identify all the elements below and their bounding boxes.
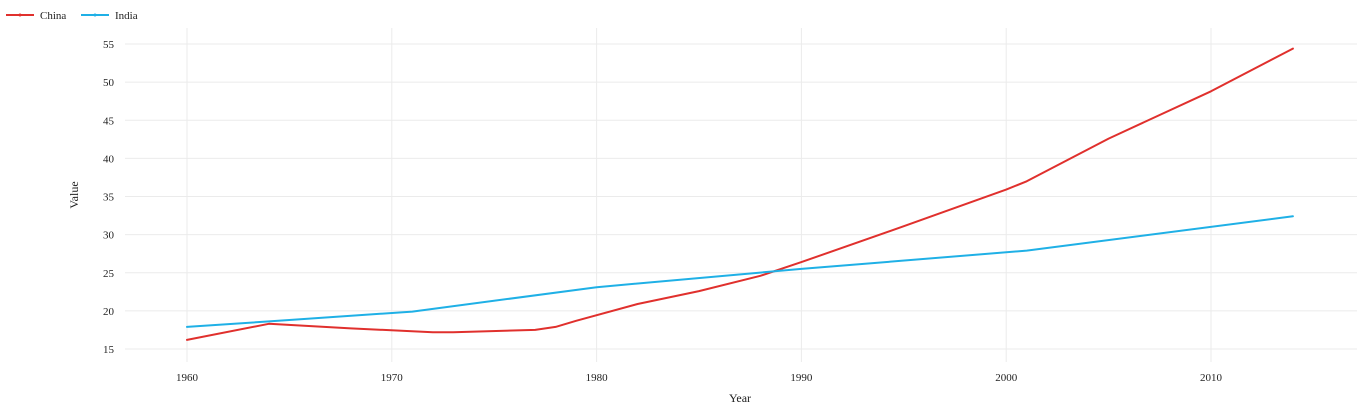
legend: China India [6, 10, 138, 22]
legend-item-india[interactable]: India [81, 10, 138, 22]
y-tick-label: 50 [103, 77, 115, 89]
y-tick-label: 30 [103, 230, 115, 242]
legend-item-china[interactable]: China [6, 10, 66, 22]
y-tick-label: 20 [103, 306, 115, 318]
legend-label: China [40, 10, 66, 22]
legend-marker [18, 13, 22, 17]
x-tick-label: 1980 [586, 372, 609, 384]
x-axis-tick-labels: 1960 1970 1980 1990 2000 2010 [176, 372, 1223, 384]
x-tick-label: 1960 [176, 372, 199, 384]
y-tick-label: 35 [103, 192, 115, 204]
y-tick-label: 55 [103, 39, 115, 51]
y-axis-tick-labels: 15 20 25 30 35 40 45 50 55 [103, 39, 115, 356]
legend-marker [93, 13, 97, 17]
legend-label: India [115, 10, 138, 22]
y-tick-label: 25 [103, 268, 115, 280]
y-tick-label: 45 [103, 115, 115, 127]
x-tick-label: 2010 [1200, 372, 1223, 384]
series-line-india [186, 215, 1294, 328]
x-tick-label: 1970 [381, 372, 404, 384]
series-line-china [186, 47, 1294, 341]
y-tick-label: 40 [103, 153, 115, 165]
y-tick-label: 15 [103, 344, 115, 356]
x-tick-label: 1990 [790, 372, 813, 384]
series-lines [186, 47, 1294, 341]
x-tick-label: 2000 [995, 372, 1018, 384]
x-axis-title: Year [729, 391, 751, 404]
gridlines [125, 28, 1357, 362]
y-axis-title: Value [67, 181, 81, 208]
